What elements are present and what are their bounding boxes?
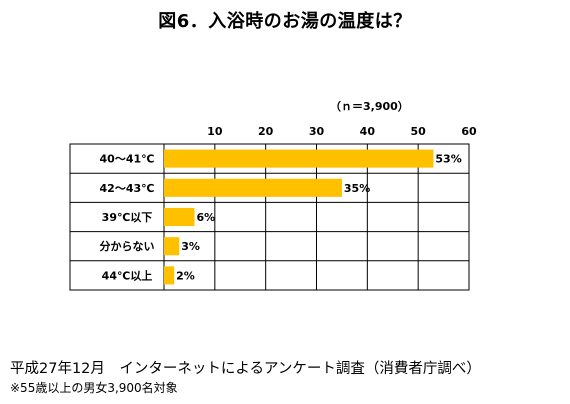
bar xyxy=(164,178,342,197)
category-label: 40～41℃ xyxy=(100,153,155,166)
category-label: 39℃以下 xyxy=(102,211,153,224)
data-label: 2% xyxy=(176,269,195,282)
x-tick-label: 40 xyxy=(360,125,376,138)
data-label: 35% xyxy=(344,182,370,195)
bar xyxy=(164,266,175,285)
x-tick-label: 50 xyxy=(411,125,427,138)
category-label: 分からない xyxy=(100,239,155,253)
x-tick-label: 60 xyxy=(461,125,477,138)
bar xyxy=(164,237,180,256)
x-tick-label: 20 xyxy=(258,125,274,138)
bar xyxy=(164,207,195,227)
bar xyxy=(164,149,434,168)
data-label: 3% xyxy=(181,240,200,253)
category-label: 44℃以上 xyxy=(102,268,153,282)
chart-title: 図6．入浴時のお湯の温度は？ xyxy=(158,11,412,32)
data-label: 6% xyxy=(197,211,216,224)
category-label: 42～43℃ xyxy=(100,182,155,195)
footnote: ※55歳以上の男女3,900名対象 xyxy=(10,381,178,395)
data-label: 53% xyxy=(435,153,461,166)
x-tick-label: 10 xyxy=(207,125,223,138)
sample-size-label: （ｎ＝3,900） xyxy=(330,100,409,113)
source-text: 平成27年12月 インターネットによるアンケート調査（消費者庁調べ） xyxy=(10,361,481,377)
x-tick-label: 30 xyxy=(309,125,325,138)
